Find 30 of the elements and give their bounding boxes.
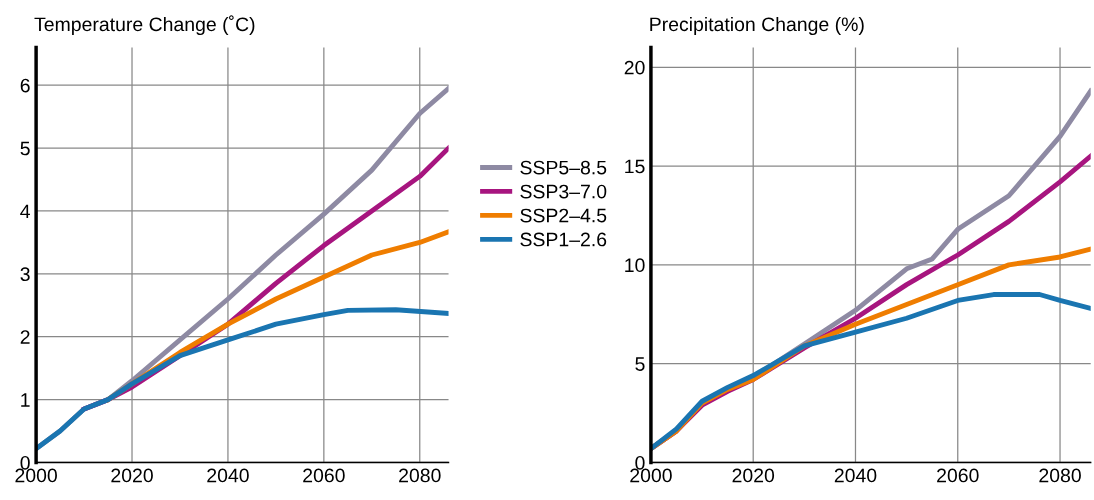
y-tick-label: 6	[20, 78, 30, 93]
x-tick-label: 2080	[1039, 468, 1081, 483]
x-tick-label: 2080	[399, 468, 441, 483]
y-tick-label: 15	[625, 159, 645, 174]
x-tick-label: 2020	[732, 468, 775, 483]
chart-title: Precipitation Change (%)	[650, 16, 864, 36]
y-tick-label: 3	[20, 267, 30, 282]
y-tick-label: 5	[20, 141, 30, 156]
legend-label: SSP2–4.5	[520, 208, 607, 223]
x-tick-label: 2040	[207, 468, 249, 483]
y-tick-label: 20	[624, 60, 645, 75]
y-tick-label: 2	[20, 330, 30, 344]
x-tick-label: 2040	[834, 468, 877, 483]
x-tick-label: 2060	[303, 468, 345, 483]
legend-label: SSP3–7.0	[520, 184, 607, 199]
legend-label: SSP5–8.5	[520, 160, 607, 175]
line-series	[36, 307, 449, 452]
chart-title: Temperature Change (˚C)	[34, 15, 255, 36]
x-tick-label: 2060	[937, 468, 979, 483]
y-tick-label: 4	[20, 204, 30, 219]
y-tick-label: 0	[635, 455, 645, 470]
legend-label: SSP1–2.6	[520, 232, 607, 247]
y-tick-label: 1	[21, 393, 30, 407]
y-tick-label: 5	[635, 357, 645, 371]
y-tick-label: 10	[625, 258, 645, 273]
x-tick-label: 2000	[15, 468, 57, 483]
x-tick-label: 2020	[111, 468, 153, 483]
y-tick-label: 0	[20, 455, 30, 470]
line-series	[650, 292, 1091, 452]
x-tick-label: 2000	[630, 468, 672, 483]
